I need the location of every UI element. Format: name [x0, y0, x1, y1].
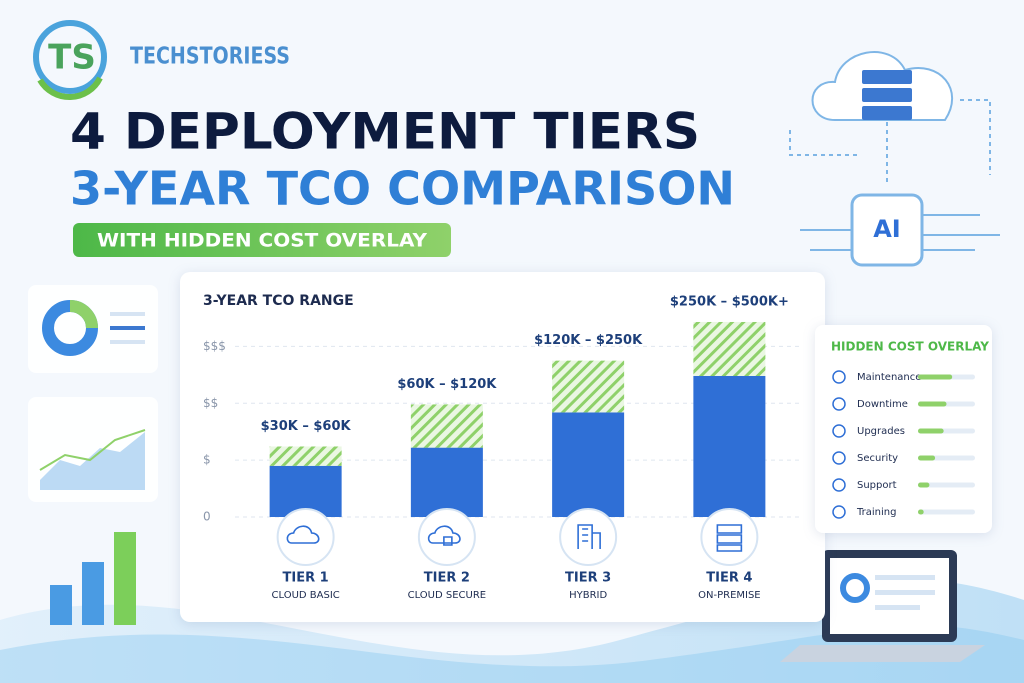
item-bar [918, 482, 930, 488]
y-tick-label: $ [203, 453, 211, 467]
item-label: Training [856, 507, 896, 518]
range-label: $30K – $60K [261, 419, 352, 434]
x-tick-label: TIER 4 [706, 571, 752, 586]
tier-icon-glyph [577, 524, 601, 549]
bar-segment [410, 447, 483, 517]
tier-icon [276, 508, 335, 566]
logo: TS [33, 20, 107, 101]
range-label: $60K – $120K [397, 377, 497, 392]
y-tick-label: $$ [203, 396, 218, 410]
bar-segment [693, 321, 766, 376]
tier-icon-glyph [286, 525, 320, 544]
tier-icon [559, 508, 618, 566]
x-tick-label: TIER 2 [424, 571, 470, 586]
badge [73, 223, 451, 257]
cloud-decoration [789, 51, 1000, 267]
item-bar [918, 374, 953, 380]
item-icon [832, 370, 846, 384]
item-icon [832, 478, 846, 492]
x-tick-label: TIER 1 [283, 571, 329, 586]
item-label: Upgrades [857, 426, 905, 437]
logo-text: TS [48, 38, 96, 78]
x-tick-sublabel: CLOUD SECURE [408, 590, 487, 601]
item-track [918, 509, 975, 515]
tier-icon-glyph [427, 525, 461, 546]
tier-icon [700, 508, 759, 566]
chart-title: 3-YEAR TCO RANGE [203, 293, 354, 309]
laptop [780, 550, 985, 662]
item-label: Maintenance [857, 372, 921, 383]
item-icon [832, 505, 846, 519]
y-tick-label: $$$ [203, 339, 226, 353]
item-bar [918, 509, 924, 515]
item-label: Downtime [857, 399, 908, 410]
ai-label: AI [873, 215, 901, 243]
y-tick-label: 0 [203, 510, 211, 524]
bar-segment [269, 446, 342, 466]
item-track [918, 482, 975, 488]
left-decoration [28, 285, 158, 625]
x-tick-sublabel: HYBRID [569, 590, 607, 601]
hidden-cost-list: Maintenance Downtime Upgrades Security Suppo… [832, 370, 975, 519]
bar-segment [552, 412, 625, 517]
x-tick-label: TIER 3 [565, 571, 611, 586]
item-icon [832, 424, 846, 438]
range-label: $250K – $500K+ [670, 294, 789, 309]
item-icon [832, 397, 846, 411]
x-tick-sublabel: CLOUD BASIC [272, 590, 340, 601]
tier-icon-glyph [716, 524, 743, 552]
bar-segment [552, 360, 625, 413]
chart-card [180, 272, 825, 622]
panel-title: HIDDEN COST OVERLAY [831, 340, 989, 354]
x-tick-sublabel: ON-PREMISE [698, 590, 761, 601]
subtitle: 3-YEAR TCO COMPARISON [70, 162, 735, 216]
title: 4 DEPLOYMENT TIERS [70, 103, 700, 161]
bar-segment [693, 375, 766, 517]
brand: TECHSTORIESS [130, 44, 290, 70]
item-label: Support [857, 480, 897, 491]
badge-text: WITH HIDDEN COST OVERLAY [97, 230, 427, 252]
bar-segment [410, 404, 483, 448]
range-label: $120K – $250K [534, 333, 643, 348]
wave [0, 625, 1024, 683]
item-label: Security [857, 453, 898, 464]
item-icon [832, 451, 846, 465]
item-bar [918, 428, 944, 434]
item-bar [918, 455, 936, 461]
item-bar [918, 401, 947, 407]
